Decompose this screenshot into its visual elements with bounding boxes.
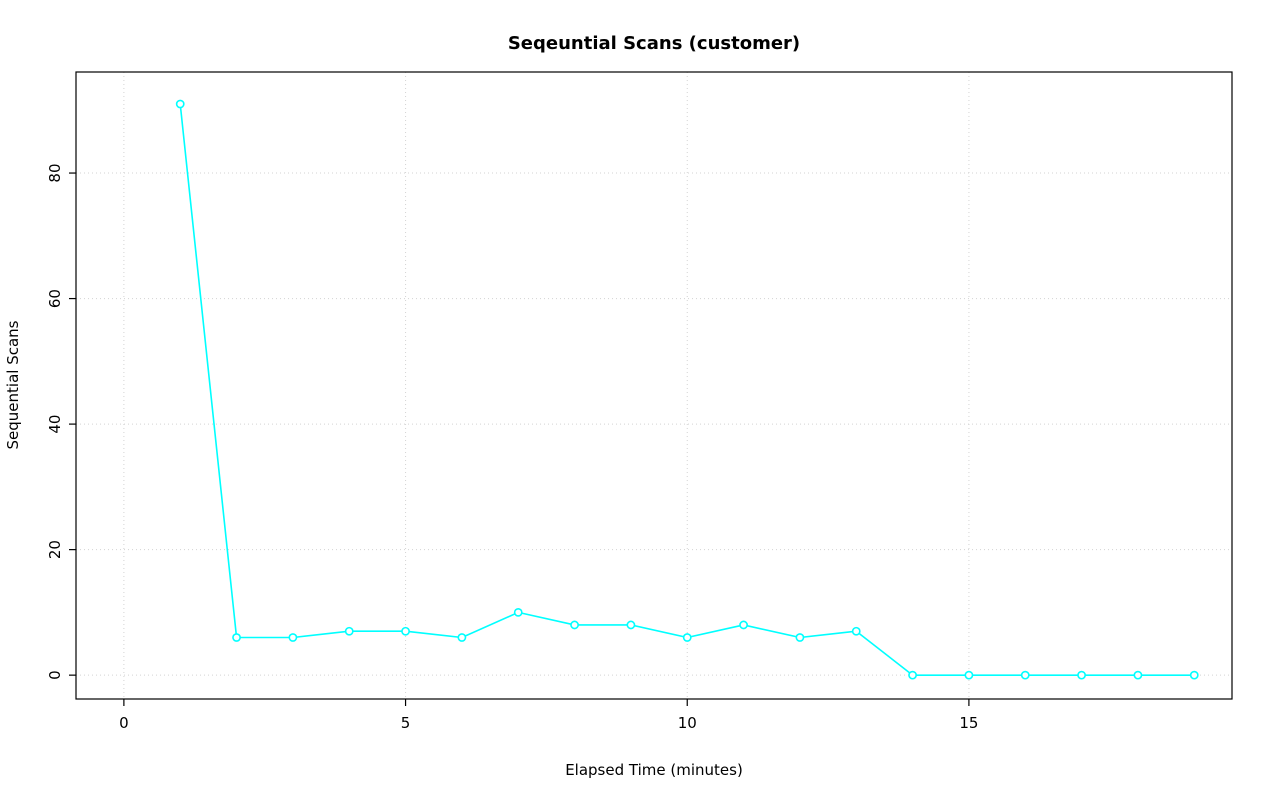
- data-point-marker: [175, 99, 185, 109]
- data-point-marker: [344, 626, 354, 636]
- y-tick-label: 80: [46, 164, 64, 183]
- data-point-marker: [739, 620, 748, 630]
- data-point-marker: [682, 633, 692, 642]
- data-point-marker: [626, 620, 636, 630]
- data-point-marker: [795, 633, 805, 642]
- data-point-marker: [851, 626, 861, 636]
- x-tick-label: 0: [119, 714, 129, 732]
- data-point-marker: [401, 626, 410, 636]
- data-point-marker: [232, 633, 241, 642]
- x-tick-label: 5: [401, 714, 411, 732]
- x-axis-title: Elapsed Time (minutes): [565, 761, 743, 779]
- data-point-marker: [288, 633, 298, 642]
- data-point-marker: [570, 620, 579, 630]
- data-point-marker: [908, 670, 917, 680]
- x-tick-label: 10: [678, 714, 697, 732]
- data-point-marker: [1077, 670, 1086, 680]
- data-point-marker: [1020, 670, 1030, 680]
- data-series: [175, 99, 1199, 680]
- y-tick-label: 20: [46, 540, 64, 559]
- y-axis-title: Sequential Scans: [4, 320, 22, 449]
- x-tick-label: 15: [959, 714, 978, 732]
- plot-border: [75, 71, 1233, 700]
- data-point-marker: [457, 633, 467, 642]
- data-point-marker: [964, 670, 974, 680]
- grid-lines: [76, 72, 1232, 699]
- data-point-marker: [513, 607, 523, 617]
- y-tick-label: 0: [46, 670, 64, 680]
- chart-title: Seqeuntial Scans (customer): [508, 33, 800, 54]
- axis-ticks: 0 5 10 15 0 20 40 60 80: [46, 164, 978, 732]
- data-point-marker: [1133, 670, 1143, 680]
- y-tick-label: 60: [46, 289, 64, 308]
- y-tick-label: 40: [46, 415, 64, 434]
- series-line: [179, 103, 1196, 676]
- data-point-marker: [1189, 670, 1199, 680]
